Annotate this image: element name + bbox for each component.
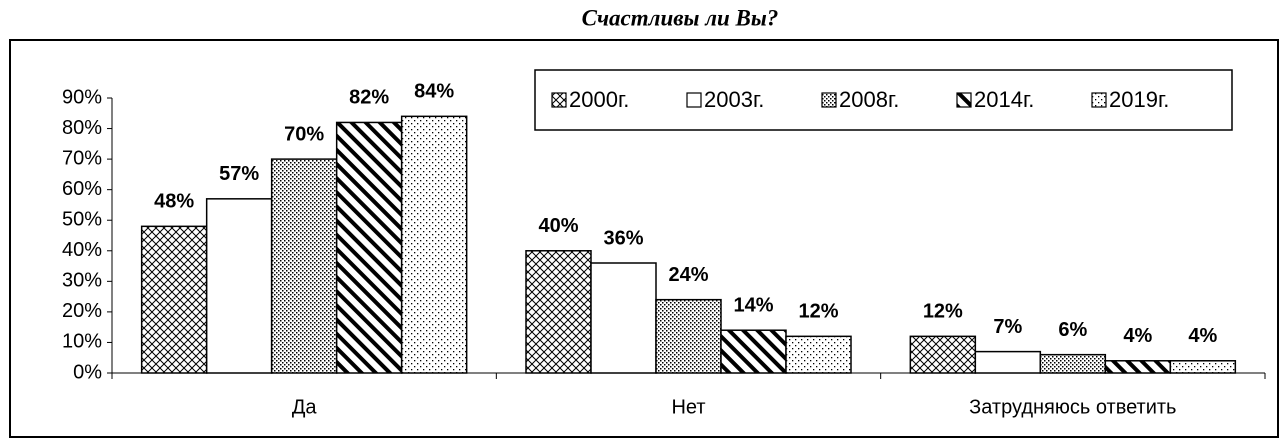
y-tick-label: 0% bbox=[73, 361, 102, 383]
value-label: 57% bbox=[219, 163, 259, 185]
value-label: 48% bbox=[154, 191, 194, 213]
bar bbox=[1169, 360, 1237, 374]
y-tick-label: 30% bbox=[62, 270, 102, 292]
legend-label: 2000г. bbox=[569, 87, 629, 112]
bar bbox=[590, 262, 657, 374]
value-label: 12% bbox=[923, 301, 963, 323]
y-tick-label: 60% bbox=[62, 178, 102, 200]
bar bbox=[1104, 360, 1172, 374]
y-tick-label: 40% bbox=[62, 239, 102, 261]
legend-box bbox=[534, 69, 1233, 131]
chart-title: Счастливы ли Вы? bbox=[582, 5, 779, 30]
bar bbox=[655, 298, 722, 374]
bar bbox=[140, 225, 208, 374]
value-label: 6% bbox=[1058, 319, 1087, 341]
value-label: 12% bbox=[798, 301, 838, 323]
chart-frame bbox=[9, 39, 1279, 438]
value-label: 4% bbox=[1188, 325, 1217, 347]
bar bbox=[974, 350, 1042, 374]
legend-swatch bbox=[686, 92, 702, 108]
bar bbox=[335, 121, 403, 374]
bar bbox=[525, 250, 592, 374]
legend-swatch bbox=[956, 92, 972, 108]
value-label: 14% bbox=[733, 295, 773, 317]
bar bbox=[400, 115, 468, 374]
x-tick-label: Затрудняюсь ответить bbox=[969, 396, 1176, 418]
legend-label: 2014г. bbox=[974, 87, 1034, 112]
value-label: 84% bbox=[414, 81, 454, 103]
y-tick-label: 90% bbox=[62, 86, 102, 108]
bar bbox=[720, 329, 787, 374]
value-label: 82% bbox=[349, 87, 389, 109]
bar bbox=[909, 335, 977, 374]
bar bbox=[205, 198, 273, 374]
bar bbox=[1039, 353, 1107, 374]
legend-label: 2008г. bbox=[839, 87, 899, 112]
legend-swatch bbox=[551, 92, 567, 108]
y-tick-label: 80% bbox=[62, 117, 102, 139]
y-tick-label: 10% bbox=[62, 331, 102, 353]
x-tick-label: Да bbox=[292, 396, 318, 418]
legend-swatch bbox=[821, 92, 837, 108]
legend-swatch bbox=[1091, 92, 1107, 108]
y-tick-label: 20% bbox=[62, 300, 102, 322]
y-tick-label: 50% bbox=[62, 209, 102, 231]
value-label: 40% bbox=[538, 215, 578, 237]
x-tick-label: Нет bbox=[671, 396, 705, 418]
value-label: 36% bbox=[603, 227, 643, 249]
legend-label: 2019г. bbox=[1109, 87, 1169, 112]
legend-label: 2003г. bbox=[704, 87, 764, 112]
y-tick-label: 70% bbox=[62, 147, 102, 169]
bar bbox=[785, 335, 852, 374]
value-label: 70% bbox=[284, 123, 324, 145]
value-label: 24% bbox=[668, 264, 708, 286]
bar bbox=[270, 158, 338, 374]
value-label: 4% bbox=[1123, 325, 1152, 347]
value-label: 7% bbox=[993, 316, 1022, 338]
